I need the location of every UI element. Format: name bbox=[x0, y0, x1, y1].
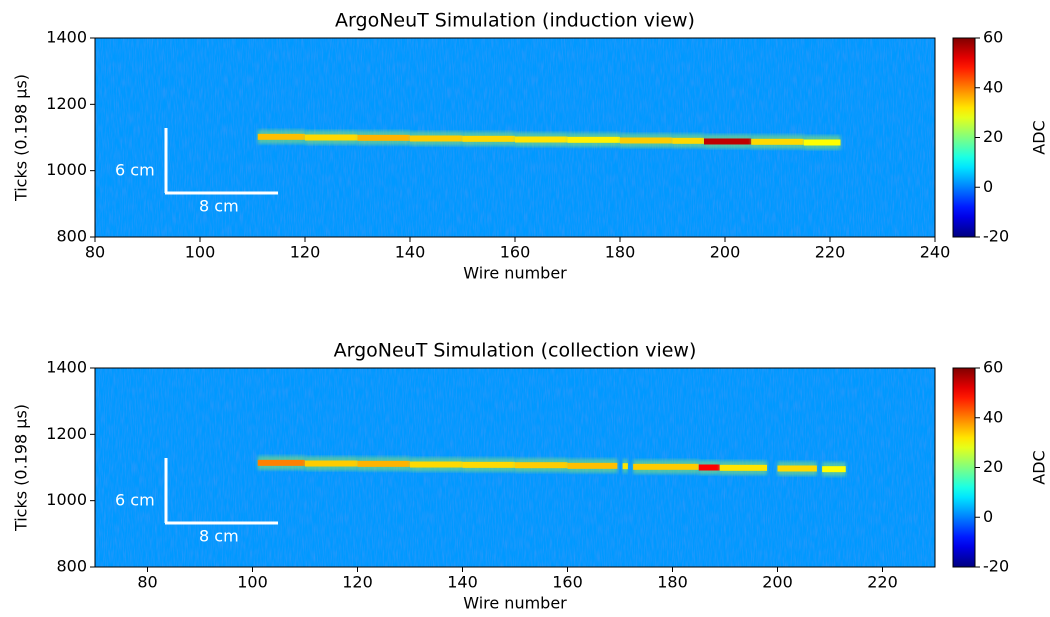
x-tick-label: 200 bbox=[762, 573, 793, 592]
x-tick-label: 100 bbox=[185, 243, 216, 262]
colorbar-tick-label: -20 bbox=[983, 227, 1009, 246]
x-tick-label: 220 bbox=[867, 573, 898, 592]
track-segment bbox=[719, 464, 767, 471]
chart-title: ArgoNeuT Simulation (induction view) bbox=[335, 10, 695, 32]
track-segment bbox=[698, 464, 720, 471]
chart-title: ArgoNeuT Simulation (collection view) bbox=[334, 340, 697, 362]
track-segment bbox=[357, 460, 410, 467]
y-tick-label: 1200 bbox=[46, 424, 87, 443]
track-segment bbox=[822, 466, 846, 473]
track bbox=[257, 129, 841, 150]
x-tick-label: 200 bbox=[710, 243, 741, 262]
track-segment bbox=[622, 463, 628, 470]
x-tick-label: 180 bbox=[657, 573, 688, 592]
track-segment bbox=[515, 136, 568, 143]
y-tick-label: 1000 bbox=[46, 490, 87, 509]
track-segment bbox=[305, 134, 358, 141]
track-segment bbox=[515, 462, 568, 469]
colorbar-tick-label: 20 bbox=[983, 127, 1003, 146]
annotation: 8 cm bbox=[199, 527, 239, 546]
track-segment bbox=[704, 138, 752, 145]
y-axis-label: Ticks (0.198 μs) bbox=[12, 74, 31, 202]
x-axis-label: Wire number bbox=[463, 264, 567, 283]
y-tick-label: 1200 bbox=[46, 94, 87, 113]
y-tick-label: 800 bbox=[56, 557, 87, 576]
annotation: 6 cm bbox=[115, 491, 155, 510]
x-tick-label: 120 bbox=[290, 243, 321, 262]
colorbar-tick-label: 20 bbox=[983, 457, 1003, 476]
x-tick-label: 180 bbox=[605, 243, 636, 262]
colorbar-label: ADC bbox=[1030, 120, 1049, 154]
track-segment bbox=[567, 136, 620, 143]
track-segment bbox=[672, 137, 704, 144]
track-segment bbox=[305, 460, 358, 467]
x-tick-label: 160 bbox=[552, 573, 583, 592]
x-tick-label: 240 bbox=[920, 243, 951, 262]
axes-frame bbox=[94, 367, 936, 568]
annotation: 6 cm bbox=[115, 161, 155, 180]
x-tick-label: 100 bbox=[237, 573, 268, 592]
x-tick-label: 140 bbox=[395, 243, 426, 262]
annotation: 8 cm bbox=[199, 197, 239, 216]
track-segment bbox=[462, 461, 515, 468]
y-tick-label: 1400 bbox=[46, 358, 87, 377]
track-segment bbox=[751, 138, 804, 145]
track-segment bbox=[410, 135, 463, 142]
colorbar bbox=[952, 37, 976, 238]
x-tick-label: 80 bbox=[137, 573, 157, 592]
y-axis-label: Ticks (0.198 μs) bbox=[12, 404, 31, 532]
x-tick-label: 160 bbox=[500, 243, 531, 262]
track-segment bbox=[633, 463, 699, 470]
colorbar-tick-label: 60 bbox=[983, 358, 1003, 377]
y-tick-label: 1400 bbox=[46, 28, 87, 47]
x-tick-label: 220 bbox=[815, 243, 846, 262]
track-segment bbox=[357, 134, 410, 141]
track-segment bbox=[803, 139, 841, 146]
track bbox=[257, 455, 846, 477]
track-segment bbox=[777, 465, 817, 472]
track-segment bbox=[410, 461, 463, 468]
track-segment bbox=[567, 462, 618, 469]
track-segment bbox=[620, 137, 673, 144]
colorbar-tick-label: 60 bbox=[983, 28, 1003, 47]
y-tick-label: 800 bbox=[56, 227, 87, 246]
colorbar-tick-label: 40 bbox=[983, 77, 1003, 96]
y-tick-label: 1000 bbox=[46, 160, 87, 179]
track-segment bbox=[257, 133, 305, 140]
colorbar-tick-label: -20 bbox=[983, 557, 1009, 576]
colorbar bbox=[952, 367, 976, 568]
x-tick-label: 80 bbox=[85, 243, 105, 262]
track-segment bbox=[462, 135, 515, 142]
x-axis-label: Wire number bbox=[463, 594, 567, 613]
colorbar-tick-label: 0 bbox=[983, 507, 993, 526]
track-segment bbox=[257, 459, 305, 466]
x-tick-label: 140 bbox=[447, 573, 478, 592]
colorbar-tick-label: 0 bbox=[983, 177, 993, 196]
colorbar-label: ADC bbox=[1030, 450, 1049, 484]
colorbar-tick-label: 40 bbox=[983, 407, 1003, 426]
x-tick-label: 120 bbox=[342, 573, 373, 592]
